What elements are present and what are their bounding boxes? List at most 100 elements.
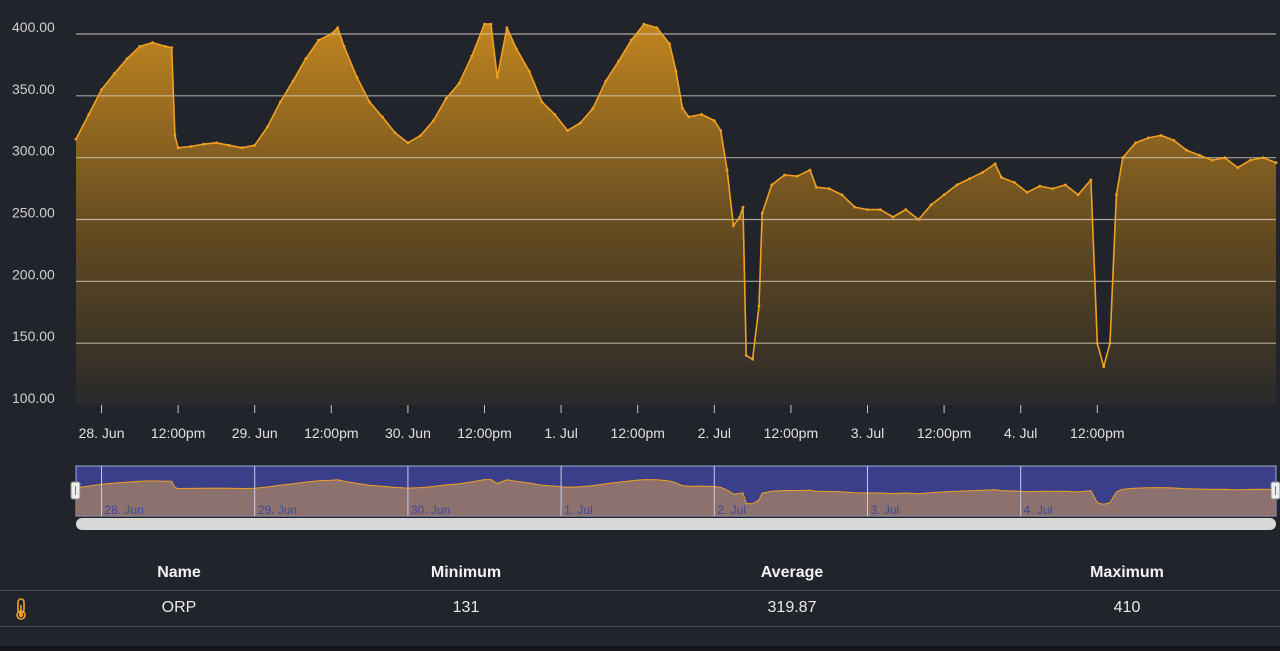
data-point <box>578 121 582 125</box>
data-point <box>917 218 920 221</box>
data-point <box>74 137 78 141</box>
navigator-scrollbar[interactable] <box>76 518 1276 530</box>
data-point <box>253 143 257 147</box>
y-tick-label: 150.00 <box>12 328 55 344</box>
data-point <box>266 125 269 129</box>
data-point <box>687 115 691 119</box>
y-tick-label: 200.00 <box>12 266 55 282</box>
data-point <box>1210 158 1214 162</box>
data-point <box>215 141 218 145</box>
data-point <box>317 38 320 42</box>
data-point <box>291 79 295 83</box>
stats-table: Name Minimum Average Maximum ORP 131 319… <box>0 556 1280 627</box>
row-name: ORP <box>161 599 197 616</box>
data-point <box>1159 134 1163 137</box>
x-tick-label: 28. Jun <box>79 425 125 441</box>
data-point <box>540 100 544 104</box>
data-point <box>112 72 116 75</box>
data-point <box>1261 156 1265 160</box>
data-point <box>381 115 384 119</box>
data-point <box>1172 139 1176 142</box>
orp-series-line[interactable] <box>75 23 1277 368</box>
data-point <box>553 113 557 116</box>
x-tick-label: 12:00pm <box>457 425 511 441</box>
navigator-day-label: 29. Jun <box>258 503 297 517</box>
header-maximum: Maximum <box>1090 564 1164 581</box>
data-point <box>674 69 678 73</box>
header-minimum: Minimum <box>430 564 502 581</box>
thermometer-icon <box>16 598 26 620</box>
orp-area-chart[interactable]: 100.00 150.00 200.00 250.00 300.00 350.00 400.… <box>0 0 1280 450</box>
data-point <box>1249 158 1252 162</box>
data-point <box>342 45 346 48</box>
data-point <box>1076 193 1080 197</box>
header-name: Name <box>157 564 201 581</box>
header-average: Average <box>760 564 824 581</box>
data-point <box>725 168 729 172</box>
navigator-day-label: 2. Jul <box>717 503 746 517</box>
data-point <box>444 96 448 100</box>
stats-header-row: Name Minimum Average Maximum <box>0 556 1280 591</box>
data-point <box>719 129 723 132</box>
data-point <box>1012 181 1016 184</box>
data-point <box>741 205 745 209</box>
data-point <box>151 41 155 45</box>
data-point <box>993 162 997 166</box>
data-point <box>470 54 474 58</box>
data-point <box>1102 365 1106 369</box>
table-row[interactable]: ORP 131 319.87 410 <box>0 591 1280 627</box>
data-point <box>1108 341 1112 345</box>
data-point <box>1064 183 1067 187</box>
data-point <box>827 187 831 191</box>
x-tick-label: 12:00pm <box>304 425 358 441</box>
data-point <box>968 177 971 181</box>
navigator-day-label: 4. Jul <box>1024 503 1053 517</box>
data-point <box>355 75 359 79</box>
data-point <box>853 205 857 209</box>
data-point <box>432 119 435 122</box>
data-point <box>1095 341 1099 345</box>
navigator-day-label: 28. Jun <box>105 503 144 517</box>
data-point <box>1236 166 1240 170</box>
data-point <box>642 22 646 26</box>
x-tick-label: 12:00pm <box>610 425 664 441</box>
data-point <box>1274 161 1278 165</box>
range-navigator[interactable]: 28. Jun 29. Jun 30. Jun 1. Jul 2. Jul 3. Jul 4… <box>0 460 1280 535</box>
data-point <box>878 208 882 212</box>
data-point <box>738 215 742 219</box>
navigator-day-label: 3. Jul <box>870 503 899 517</box>
data-point <box>1115 193 1118 197</box>
data-point <box>87 113 91 116</box>
x-tick-label: 12:00pm <box>764 425 818 441</box>
data-point <box>770 183 774 187</box>
data-point <box>1121 156 1125 160</box>
data-point <box>1198 153 1201 157</box>
data-point <box>176 146 180 150</box>
data-point <box>566 129 569 132</box>
data-point <box>866 208 869 212</box>
x-tick-label: 29. Jun <box>232 425 278 441</box>
data-point <box>891 215 895 219</box>
x-tick-label: 3. Jul <box>851 425 884 441</box>
data-point <box>942 193 946 197</box>
data-point <box>840 193 844 197</box>
data-point <box>1146 136 1150 140</box>
data-point <box>604 79 608 83</box>
x-tick-label: 12:00pm <box>1070 425 1124 441</box>
data-point <box>1038 184 1042 188</box>
data-point <box>808 168 812 172</box>
navigator-day-label: 1. Jul <box>564 503 593 517</box>
row-average: 319.87 <box>767 599 817 616</box>
data-point <box>240 146 244 150</box>
data-point <box>712 119 716 122</box>
data-point <box>1185 148 1188 152</box>
data-point <box>929 203 933 207</box>
data-point <box>173 134 177 137</box>
data-point <box>227 143 231 147</box>
data-point <box>527 69 531 73</box>
data-point <box>904 208 908 212</box>
data-point <box>393 131 397 135</box>
data-point <box>457 82 461 85</box>
data-point <box>278 100 282 104</box>
data-point <box>1134 141 1137 145</box>
